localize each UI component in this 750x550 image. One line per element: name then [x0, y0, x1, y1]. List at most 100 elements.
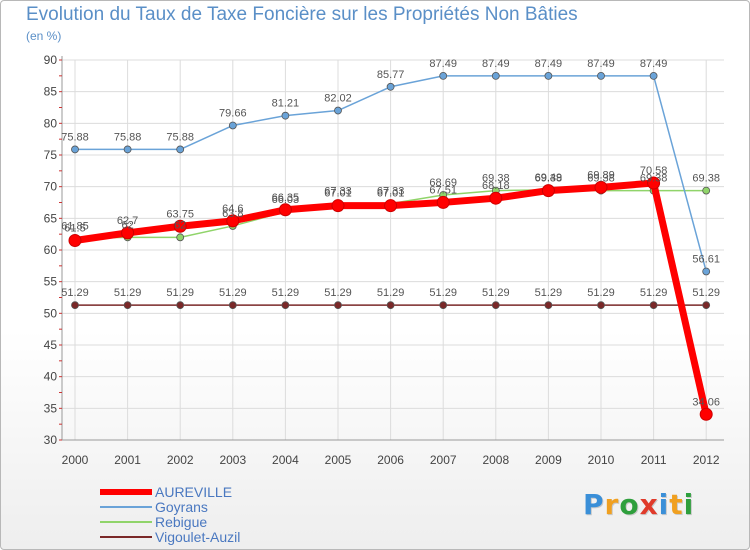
y-tick-label: 45	[44, 338, 58, 352]
data-point-vigoulet-auzil	[649, 301, 658, 310]
data-label-goyrans: 56.61	[692, 253, 720, 265]
legend-swatch-rebigue	[100, 521, 152, 523]
data-label-goyrans: 75.88	[61, 131, 89, 143]
data-label-aureville: 64.6	[222, 203, 243, 215]
data-label-aureville: 69.38	[535, 173, 563, 185]
x-tick-label: 2003	[219, 453, 246, 467]
data-point-rebigue	[702, 186, 711, 195]
data-label-vigoulet-auzil: 51.29	[535, 287, 563, 299]
data-label-goyrans: 87.49	[429, 58, 457, 70]
data-label-goyrans: 81.21	[272, 98, 300, 110]
data-label-rebigue: 62	[174, 219, 186, 231]
data-point-aureville	[384, 199, 398, 213]
legend-swatch-goyrans	[100, 506, 152, 508]
data-point-aureville	[541, 184, 555, 198]
data-point-aureville	[278, 203, 292, 217]
data-point-vigoulet-auzil	[71, 301, 79, 310]
x-tick-label: 2006	[377, 453, 404, 467]
data-label-aureville: 68.18	[482, 180, 510, 192]
x-tick-label: 2005	[325, 453, 352, 467]
data-point-rebigue	[176, 233, 185, 242]
data-label-vigoulet-auzil: 51.29	[61, 287, 89, 299]
logo-letter: t	[669, 488, 684, 521]
data-point-goyrans	[491, 71, 500, 80]
data-label-vigoulet-auzil: 51.29	[482, 287, 510, 299]
y-tick-label: 35	[44, 401, 58, 415]
data-label-rebigue: 68.69	[429, 177, 457, 189]
y-tick-label: 60	[44, 243, 58, 257]
logo-letter: i	[683, 488, 695, 521]
data-label-aureville: 70.58	[640, 165, 668, 177]
data-label-rebigue: 66.03	[272, 194, 300, 206]
data-point-goyrans	[702, 267, 711, 276]
data-point-aureville	[436, 195, 450, 209]
data-label-rebigue: 62	[121, 219, 133, 231]
data-point-vigoulet-auzil	[491, 301, 500, 310]
data-point-aureville	[699, 407, 713, 421]
data-label-goyrans: 87.49	[640, 58, 668, 70]
data-label-vigoulet-auzil: 51.29	[640, 287, 668, 299]
y-tick-label: 90	[44, 53, 58, 67]
x-tick-label: 2002	[167, 453, 194, 467]
logo-letter: P	[583, 488, 605, 521]
logo-letter: r	[604, 488, 620, 521]
data-label-goyrans: 82.02	[324, 93, 352, 105]
data-label-goyrans: 87.49	[587, 58, 615, 70]
proxiti-logo: Proxiti	[583, 488, 694, 521]
y-tick-label: 50	[44, 306, 58, 320]
data-label-vigoulet-auzil: 51.29	[272, 287, 300, 299]
data-label-vigoulet-auzil: 51.29	[114, 287, 142, 299]
data-label-goyrans: 85.77	[377, 69, 405, 81]
data-label-vigoulet-auzil: 51.29	[324, 287, 352, 299]
y-tick-label: 75	[44, 148, 58, 162]
logo-letter: i	[658, 488, 670, 521]
data-point-vigoulet-auzil	[176, 301, 185, 310]
legend-label-vigoulet-auzil: Vigoulet-Auzil	[155, 529, 241, 545]
data-label-goyrans: 75.88	[166, 131, 194, 143]
data-point-goyrans	[544, 71, 553, 80]
data-label-vigoulet-auzil: 51.29	[587, 287, 615, 299]
data-point-goyrans	[386, 82, 395, 91]
x-tick-label: 2001	[114, 453, 141, 467]
data-label-goyrans: 79.66	[219, 107, 247, 119]
x-tick-label: 2004	[272, 453, 299, 467]
y-tick-label: 80	[44, 116, 58, 130]
data-label-goyrans: 75.88	[114, 131, 142, 143]
chart-title: Evolution du Taux de Taxe Foncière sur l…	[26, 4, 578, 25]
data-label-vigoulet-auzil: 51.29	[219, 287, 247, 299]
data-label-aureville: 69.89	[587, 169, 615, 181]
data-point-aureville	[594, 180, 608, 194]
data-label-aureville: 66.35	[272, 192, 300, 204]
logo-letter: x	[639, 488, 659, 521]
data-point-aureville	[68, 234, 82, 247]
y-axis-unit-label: (en %)	[26, 29, 62, 43]
data-point-vigoulet-auzil	[439, 301, 448, 310]
x-tick-label: 2012	[693, 453, 720, 467]
data-point-goyrans	[123, 145, 132, 154]
data-label-rebigue: 63.8	[222, 208, 243, 220]
data-label-rebigue: 69.38	[587, 173, 615, 185]
y-tick-label: 30	[44, 433, 58, 447]
data-point-vigoulet-auzil	[228, 301, 237, 310]
data-point-goyrans	[597, 71, 605, 80]
data-label-rebigue: 69.38	[640, 173, 668, 185]
data-point-vigoulet-auzil	[386, 301, 395, 310]
data-label-rebigue: 69.49	[535, 172, 563, 184]
data-point-vigoulet-auzil	[281, 301, 290, 310]
data-point-goyrans	[281, 111, 290, 120]
data-point-vigoulet-auzil	[334, 301, 342, 310]
data-label-aureville: 67.01	[377, 188, 405, 200]
data-label-aureville: 61.5	[64, 223, 85, 235]
data-point-goyrans	[228, 121, 237, 130]
y-tick-label: 40	[44, 370, 58, 384]
data-point-vigoulet-auzil	[702, 301, 711, 310]
data-label-vigoulet-auzil: 51.29	[166, 287, 194, 299]
data-point-aureville	[173, 219, 187, 233]
data-label-rebigue: 67.33	[324, 186, 352, 198]
data-label-rebigue: 69.38	[482, 173, 510, 185]
y-tick-label: 85	[44, 85, 58, 99]
data-label-vigoulet-auzil: 51.29	[692, 287, 720, 299]
data-label-vigoulet-auzil: 51.29	[429, 287, 457, 299]
data-point-vigoulet-auzil	[123, 301, 132, 310]
